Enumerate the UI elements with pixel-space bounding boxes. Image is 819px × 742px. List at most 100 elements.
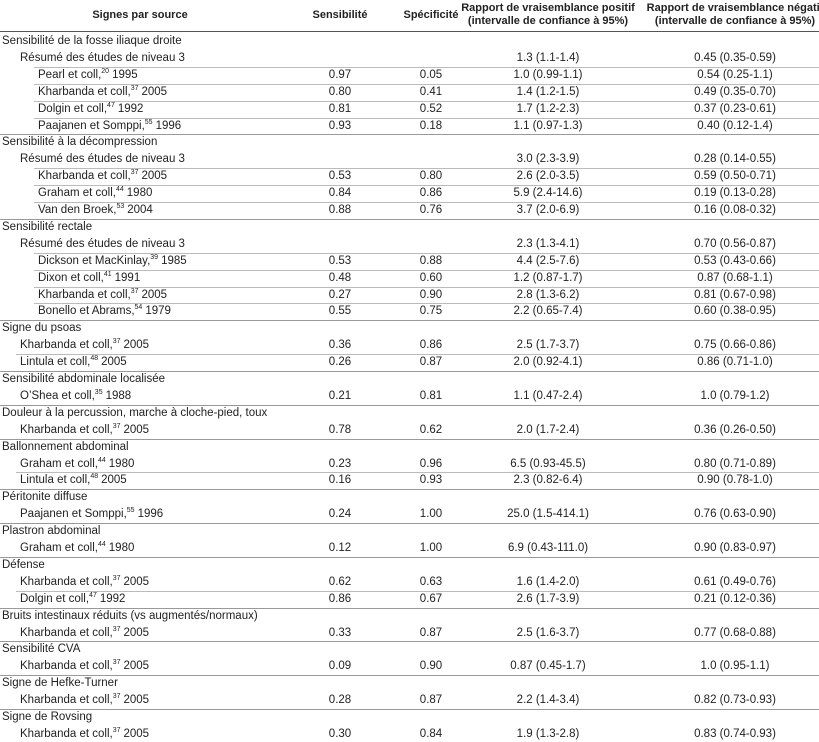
group-rule	[0, 675, 819, 677]
author: Kharbanda et coll,	[20, 575, 113, 588]
cell-plr: 4.4 (2.5-7.6)	[516, 254, 580, 267]
row-rule	[34, 286, 819, 288]
summary-label: Résumé des études de niveau 3	[20, 51, 185, 64]
group-rule	[0, 523, 819, 525]
cell-plr: 3.0 (2.3-3.9)	[516, 153, 580, 166]
group-title: Signe de Hefke-Turner	[2, 677, 118, 690]
reference: 44	[97, 456, 106, 464]
year: 2005	[123, 660, 150, 673]
cell-plr: 1.1 (0.97-1.3)	[513, 119, 583, 132]
cell-nlr: 0.87 (0.68-1.1)	[697, 271, 773, 284]
header-plr: Rapport de vraisemblance positif	[461, 2, 635, 14]
source: Kharbanda et coll,37 2005	[20, 422, 149, 438]
source: Kharbanda et coll,37 2005	[20, 658, 149, 674]
cell-plr: 1.4 (1.2-1.5)	[516, 85, 580, 98]
cell-nlr: 0.21 (0.12-0.36)	[694, 592, 776, 605]
year: 2005	[141, 288, 168, 301]
group-title: Douleur à la percussion, marche à cloche…	[2, 406, 268, 419]
cell-spec: 0.87	[419, 626, 443, 639]
cell-sens: 0.33	[328, 626, 352, 639]
author: Kharbanda et coll,	[20, 694, 113, 707]
cell-sens: 0.24	[328, 508, 352, 521]
header-plr: (intervalle de confiance à 95%)	[467, 15, 629, 27]
author: Van den Broek,	[38, 204, 117, 216]
row-rule	[34, 100, 819, 102]
row-rule	[34, 185, 819, 187]
source: Dixon et coll,41 1991	[38, 270, 140, 286]
cell-sens: 0.80	[328, 85, 352, 98]
year: 1985	[161, 254, 187, 267]
cell-spec: 0.52	[419, 102, 443, 115]
author: Kharbanda et coll,	[38, 85, 131, 98]
year: 1996	[155, 119, 182, 132]
cell-spec: 0.75	[419, 305, 443, 318]
cell-plr: 1.7 (1.2-2.3)	[516, 102, 580, 115]
source: Kharbanda et coll,37 2005	[20, 574, 149, 590]
cell-sens: 0.27	[328, 288, 352, 301]
cell-plr: 2.2 (0.65-7.4)	[513, 305, 583, 318]
row-rule	[16, 354, 819, 356]
reference: 54	[134, 304, 143, 312]
cell-spec: 0.84	[419, 727, 443, 740]
cell-plr: 3.7 (2.0-6.9)	[516, 204, 580, 216]
cell-spec: 0.87	[419, 356, 443, 369]
group-title: Ballonnement abdominal	[2, 440, 129, 453]
author: O’Shea et coll,	[20, 389, 95, 402]
cell-sens: 0.16	[328, 474, 352, 487]
cell-spec: 0.18	[419, 119, 443, 132]
reference: 48	[90, 473, 99, 481]
cell-spec: 0.81	[419, 389, 443, 402]
group-rule	[0, 134, 819, 136]
cell-sens: 0.12	[328, 542, 352, 554]
source: Kharbanda et coll,37 2005	[38, 168, 167, 184]
reference: 37	[112, 422, 121, 430]
cell-spec: 0.80	[419, 170, 443, 183]
cell-spec: 0.60	[419, 271, 443, 284]
source: Kharbanda et coll,37 2005	[38, 287, 167, 303]
group-rule	[0, 489, 819, 491]
cell-nlr: 0.49 (0.35-0.70)	[694, 85, 776, 98]
group-title: Sensibilité CVA	[2, 643, 81, 656]
cell-plr: 1.3 (1.1-1.4)	[516, 51, 580, 64]
source: Dolgin et coll,47 1992	[38, 101, 143, 117]
cell-plr: 1.6 (1.4-2.0)	[516, 575, 580, 588]
cell-nlr: 0.80 (0.71-0.89)	[694, 457, 776, 470]
source: Graham et coll,44 1980	[20, 456, 134, 472]
year: 1979	[145, 305, 171, 318]
header-spec: Spécificité	[403, 9, 459, 21]
year: 1980	[126, 187, 153, 200]
source: Bonello et Abrams,54 1979	[38, 303, 171, 319]
group-rule	[0, 709, 819, 710]
year: 2005	[101, 474, 127, 487]
summary-label: Résumé des études de niveau 3	[20, 237, 185, 250]
reference: 47	[89, 591, 97, 599]
reference: 53	[116, 203, 125, 210]
cell-sens: 0.09	[328, 660, 352, 673]
cell-sens: 0.84	[328, 187, 352, 200]
cell-plr: 2.0 (1.7-2.4)	[516, 423, 580, 436]
row-rule	[34, 83, 819, 85]
cell-sens: 0.26	[328, 356, 352, 369]
cell-plr: 2.8 (1.3-6.2)	[516, 288, 580, 301]
cell-nlr: 0.70 (0.56-0.87)	[694, 237, 776, 250]
cell-nlr: 0.28 (0.14-0.55)	[694, 153, 776, 166]
reference: 35	[94, 388, 103, 396]
group-title: Plastron abdominal	[2, 525, 101, 538]
cell-sens: 0.86	[328, 592, 352, 605]
cell-sens: 0.53	[328, 254, 352, 267]
cell-spec: 0.86	[419, 187, 443, 200]
group-title: Signe du psoas	[2, 322, 82, 335]
cell-plr: 2.5 (1.6-3.7)	[516, 626, 580, 639]
cell-sens: 0.53	[328, 170, 352, 183]
cell-plr: 2.0 (0.92-4.1)	[513, 356, 583, 369]
source: Kharbanda et coll,37 2005	[20, 337, 149, 353]
year: 2005	[123, 575, 150, 588]
author: Graham et coll,	[38, 187, 116, 200]
cell-spec: 0.88	[419, 254, 443, 267]
cell-spec: 1.00	[419, 508, 443, 521]
cell-spec: 0.63	[419, 575, 443, 588]
cell-plr: 1.9 (1.3-2.8)	[516, 727, 580, 740]
cell-nlr: 0.16 (0.08-0.32)	[694, 204, 776, 216]
year: 2005	[123, 626, 150, 639]
